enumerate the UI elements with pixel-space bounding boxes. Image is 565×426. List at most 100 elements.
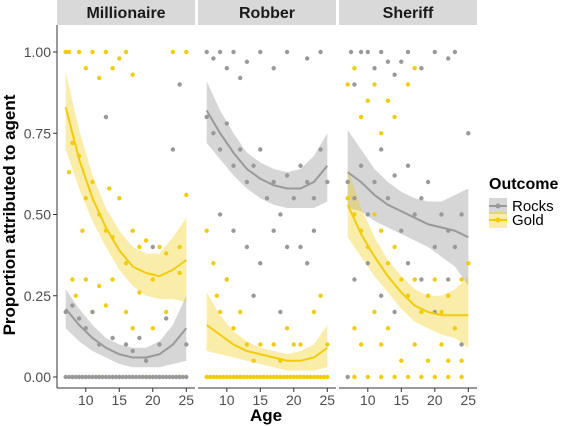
data-point-rocks xyxy=(177,82,182,87)
data-point-gold xyxy=(123,309,129,315)
data-point-rocks xyxy=(110,335,115,341)
data-point-gold xyxy=(318,293,323,298)
data-point-gold xyxy=(211,374,216,380)
data-point-rocks xyxy=(284,173,290,178)
data-point-gold xyxy=(405,82,411,87)
data-point-rocks xyxy=(184,374,189,380)
data-point-gold xyxy=(288,374,293,380)
data-point-gold xyxy=(258,374,263,380)
data-point-rocks xyxy=(76,316,82,321)
data-point-gold xyxy=(137,244,142,250)
data-point-rocks xyxy=(80,374,85,380)
panel-sheriff: Sheriff 10 15 20 25 xyxy=(339,0,477,408)
data-point-rocks xyxy=(392,309,397,315)
data-point-rocks xyxy=(358,49,364,55)
data-point-rocks xyxy=(66,374,72,380)
data-point-rocks xyxy=(318,147,323,152)
data-point-rocks xyxy=(244,59,250,64)
data-point-rocks xyxy=(311,196,317,201)
x-tick-label: 20 xyxy=(286,392,302,408)
x-tick-label: 15 xyxy=(394,392,410,408)
data-point-rocks xyxy=(278,309,283,315)
data-point-rocks xyxy=(459,342,464,347)
data-point-rocks xyxy=(123,374,129,380)
strip-background xyxy=(198,0,336,25)
y-axis-title: Proportion attributed to agent xyxy=(0,94,19,335)
data-point-rocks xyxy=(432,49,437,55)
data-point-gold xyxy=(325,374,330,380)
data-point-gold xyxy=(405,374,411,380)
data-point-gold xyxy=(217,374,223,380)
data-point-gold xyxy=(321,374,327,380)
data-point-gold xyxy=(103,49,109,55)
data-point-rocks xyxy=(97,374,102,380)
data-point-rocks xyxy=(439,212,444,217)
data-point-gold xyxy=(459,358,464,363)
y-axis: 0.00 0.25 0.50 0.75 1.00 xyxy=(24,25,58,388)
strip-background xyxy=(339,0,477,25)
data-point-gold xyxy=(352,326,357,331)
data-point-gold xyxy=(234,374,240,380)
data-point-gold xyxy=(372,82,377,87)
data-point-gold xyxy=(385,261,391,266)
data-point-rocks xyxy=(399,59,404,64)
data-point-gold xyxy=(264,374,270,380)
data-point-rocks xyxy=(258,147,263,152)
legend-key-point xyxy=(495,217,501,223)
data-point-gold xyxy=(439,342,444,347)
data-point-gold xyxy=(164,309,169,315)
data-point-rocks xyxy=(298,244,303,250)
data-point-gold xyxy=(214,374,219,380)
data-point-gold xyxy=(291,342,296,347)
data-point-gold xyxy=(73,293,78,298)
data-point-gold xyxy=(170,49,176,55)
data-point-rocks xyxy=(231,163,236,168)
data-point-gold xyxy=(204,374,209,380)
data-point-gold xyxy=(251,374,256,380)
data-point-gold xyxy=(412,277,417,282)
data-point-rocks xyxy=(459,212,464,217)
data-point-rocks xyxy=(425,179,431,185)
data-point-rocks xyxy=(325,179,330,185)
data-point-rocks xyxy=(217,212,223,217)
data-point-gold xyxy=(298,374,303,380)
data-point-rocks xyxy=(412,212,417,217)
data-point-rocks xyxy=(278,212,283,217)
data-point-rocks xyxy=(432,244,437,250)
ci-band-rocks xyxy=(347,130,469,286)
data-point-rocks xyxy=(392,173,397,178)
data-point-gold xyxy=(432,277,437,282)
data-point-rocks xyxy=(385,196,391,201)
data-point-rocks xyxy=(70,374,75,380)
data-point-gold xyxy=(248,374,253,380)
data-point-rocks xyxy=(264,196,270,201)
data-point-rocks xyxy=(258,261,263,266)
data-point-rocks xyxy=(238,75,243,81)
data-point-rocks xyxy=(76,374,82,380)
ci-band-rocks xyxy=(65,289,187,368)
data-point-gold xyxy=(66,49,72,55)
data-point-gold xyxy=(221,374,226,380)
data-point-rocks xyxy=(103,114,109,120)
data-point-gold xyxy=(392,244,397,250)
x-tick-label: 10 xyxy=(219,392,235,408)
data-point-gold xyxy=(137,290,142,295)
data-point-rocks xyxy=(311,228,317,233)
data-point-rocks xyxy=(217,147,223,152)
x-tick-label: 25 xyxy=(320,392,336,408)
data-point-gold xyxy=(214,293,219,298)
data-point-gold xyxy=(345,196,350,201)
panel-robber: Robber 10 15 20 25 xyxy=(198,0,336,408)
data-point-gold xyxy=(294,374,300,380)
data-point-rocks xyxy=(204,114,209,120)
data-point-rocks xyxy=(284,244,290,250)
data-point-rocks xyxy=(140,374,145,380)
data-point-gold xyxy=(130,326,135,331)
data-point-rocks xyxy=(93,374,99,380)
data-point-gold xyxy=(231,374,236,380)
data-point-gold xyxy=(117,56,122,61)
data-point-rocks xyxy=(73,374,78,380)
data-point-rocks xyxy=(130,374,135,380)
y-tick-label: 0.75 xyxy=(24,125,51,141)
data-point-rocks xyxy=(164,374,169,380)
